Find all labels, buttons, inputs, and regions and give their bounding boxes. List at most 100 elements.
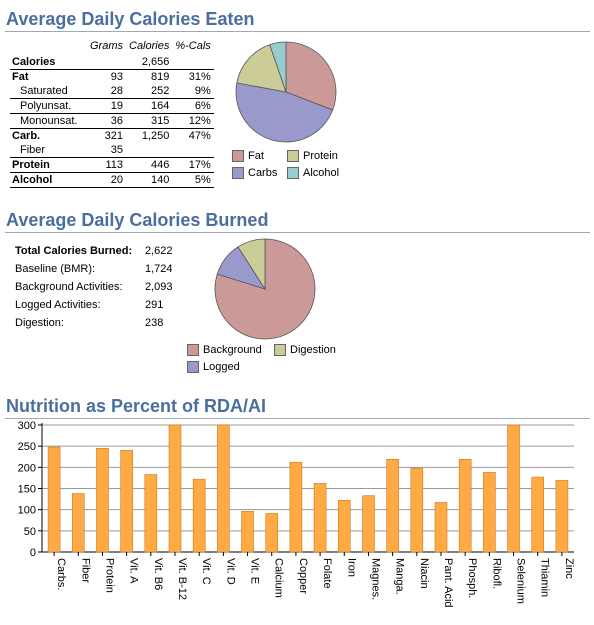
row-calories: 446 <box>126 157 173 173</box>
legend-label: Fat <box>248 150 264 163</box>
bar-carbs <box>47 446 61 553</box>
x-tick-label-manga: Manga. <box>394 558 406 595</box>
eaten-title: Average Daily Calories Eaten <box>6 9 255 29</box>
row-name: Protein <box>10 157 87 173</box>
bar-vit-d <box>217 424 230 553</box>
pie-slice-carbs <box>235 82 334 143</box>
row-name: Alcohol <box>10 172 87 188</box>
burned-value: 1,724 <box>145 263 173 275</box>
row-grams: 93 <box>110 71 123 83</box>
bar-folate <box>313 483 327 553</box>
rda-bar-chart: 0 50 100 150 200 250 300 Carbs. Fiber Protein Vit.… <box>18 420 575 608</box>
x-tick-label-thiamin: Thiamin <box>539 558 551 597</box>
calories-burned-list: Total Calories Burned: 2,622 Baseline (BMR… <box>15 242 190 332</box>
x-tick-label-phosph: Phosph. <box>466 558 478 598</box>
bar-zinc <box>555 480 569 553</box>
table-row: Alcohol 20 140 5% <box>10 172 214 188</box>
table-row: Saturated 28 252 9% <box>10 84 214 99</box>
row-grams <box>87 55 126 70</box>
bar-manga <box>386 458 399 553</box>
list-item: Digestion: 238 <box>15 314 190 332</box>
x-tick-label-calcium: Calcium <box>273 558 285 598</box>
legend-item-background: Background <box>187 343 262 357</box>
row-pct <box>172 55 214 70</box>
table-header-row: Grams Calories %-Cals <box>10 39 214 55</box>
row-name: Carb. <box>12 130 41 142</box>
legend-swatch <box>287 150 299 163</box>
bar-ribofl <box>483 472 496 553</box>
row-name: Polyunsat. <box>10 98 87 114</box>
x-tick-label-protein: Protein <box>103 558 115 593</box>
burned-label: Digestion: <box>15 317 64 329</box>
legend-item-alcohol: Alcohol <box>287 166 339 180</box>
row-grams: 35 <box>87 143 126 158</box>
legend-item-logged: Logged <box>187 360 240 374</box>
list-item: Background Activities: 2,093 <box>15 278 190 296</box>
burned-value: 2,093 <box>145 281 173 293</box>
header-pct: %-Cals <box>175 40 211 52</box>
row-calories: 315 <box>126 113 173 129</box>
legend-label: Background <box>203 344 262 357</box>
x-tick-label-zinc: Zinc <box>563 558 575 579</box>
list-item: Logged Activities: 291 <box>15 296 190 314</box>
row-calories: 819 <box>151 71 170 83</box>
x-tick-label-magnes: Magnes. <box>369 558 381 600</box>
burned-title: Average Daily Calories Burned <box>6 210 269 230</box>
legend-item-carbs: Carbs <box>232 166 277 180</box>
legend-swatch <box>232 167 244 180</box>
row-calories: 2,656 <box>126 55 173 70</box>
y-tick-label: 200 <box>18 462 36 474</box>
x-tick-label-iron: Iron <box>345 558 357 577</box>
calories-eaten-table: Grams Calories %-Cals Calories 2,656 Fat 93… <box>10 39 214 188</box>
pie-slice-fat <box>285 41 337 111</box>
x-tick-label-vit-b6: Vit. B6 <box>152 558 164 590</box>
row-grams: 20 <box>87 172 126 188</box>
bar-protein <box>96 447 109 553</box>
bar-thiamin <box>531 476 545 553</box>
row-grams: 113 <box>87 157 126 173</box>
x-tick-label-pant-acid: Pant. Acid <box>442 558 454 608</box>
y-tick-label: 250 <box>18 441 36 453</box>
row-pct: 17% <box>172 157 214 173</box>
legend-swatch <box>274 344 286 357</box>
legend-item-protein: Protein <box>287 149 338 163</box>
row-name: Calories <box>10 55 87 70</box>
burned-divider <box>5 232 590 233</box>
rda-title: Nutrition as Percent of RDA/AI <box>6 396 267 416</box>
legend-item-digestion: Digestion <box>274 343 336 357</box>
bar-fiber <box>71 493 85 553</box>
table-row: Fat 93 819 31% <box>10 70 214 85</box>
y-tick-label: 100 <box>18 505 36 517</box>
legend-swatch <box>232 150 244 163</box>
legend-swatch <box>187 344 199 357</box>
burned-value: 291 <box>145 299 164 311</box>
x-tick-label-vit-b-12: Vit. B-12 <box>176 558 188 600</box>
table-row: Carb. 321 1,250 47% <box>10 129 214 144</box>
calories-burned-pie <box>214 238 316 340</box>
bar-niacin <box>410 467 424 553</box>
table-row: Fiber 35 <box>10 143 214 158</box>
row-name: Fiber <box>10 143 87 158</box>
legend-swatch <box>287 167 299 180</box>
row-grams: 36 <box>87 113 126 129</box>
y-tick-label: 150 <box>18 484 36 496</box>
row-grams: 28 <box>87 84 126 99</box>
bar-copper <box>289 461 303 553</box>
y-tick-label: 50 <box>24 526 36 538</box>
legend-label: Logged <box>203 361 240 374</box>
burned-label: Logged Activities: <box>15 299 101 311</box>
bar-magnes <box>362 495 375 553</box>
eaten-divider <box>5 31 590 32</box>
bar-vit-b6 <box>144 474 158 553</box>
header-name <box>10 39 87 55</box>
row-calories: 1,250 <box>141 130 170 142</box>
x-tick-label-vit-d: Vit. D <box>224 558 236 585</box>
row-calories: 140 <box>126 172 173 188</box>
row-name: Monounsat. <box>10 113 87 129</box>
row-pct: 5% <box>172 172 214 188</box>
burned-label: Baseline (BMR): <box>15 263 96 275</box>
legend-label: Digestion <box>290 344 336 357</box>
row-calories: 252 <box>126 84 173 99</box>
burned-label: Total Calories Burned: <box>15 245 133 257</box>
header-calories: Calories <box>129 40 170 52</box>
